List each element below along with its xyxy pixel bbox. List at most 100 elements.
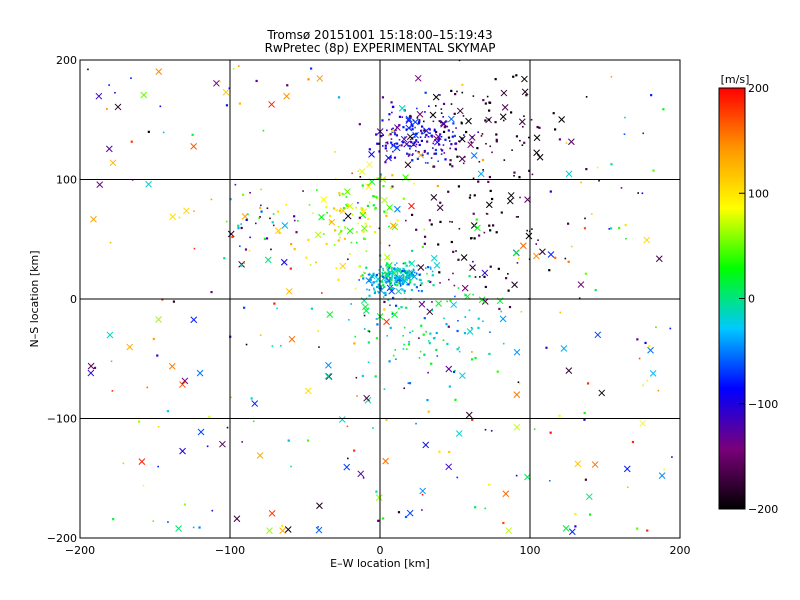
data-point	[385, 141, 387, 144]
data-point	[240, 264, 243, 267]
data-point	[400, 144, 403, 147]
data-point-cross	[155, 68, 163, 75]
data-point	[391, 185, 394, 188]
data-point	[458, 227, 461, 230]
data-point	[434, 105, 437, 107]
data-point	[390, 278, 393, 282]
data-point	[252, 420, 255, 423]
data-point-cross	[87, 362, 95, 370]
data-point	[474, 506, 477, 509]
data-point	[489, 331, 491, 334]
data-point	[513, 174, 515, 177]
data-point	[485, 142, 487, 145]
data-point	[421, 509, 423, 511]
data-point	[375, 337, 378, 340]
data-point	[405, 276, 407, 278]
data-point-cross	[197, 428, 205, 436]
data-point	[495, 140, 498, 143]
data-point	[392, 127, 394, 130]
data-point	[388, 266, 391, 269]
data-point	[578, 297, 581, 300]
data-point	[454, 398, 457, 401]
data-point	[407, 155, 410, 157]
data-point	[494, 78, 497, 81]
data-point	[392, 354, 395, 357]
data-point-cross	[499, 113, 507, 121]
data-point	[626, 486, 629, 489]
data-point	[623, 133, 626, 135]
data-point	[193, 210, 195, 212]
data-point	[438, 271, 441, 274]
data-point-cross	[470, 222, 478, 229]
data-point	[367, 361, 370, 364]
data-point-cross	[366, 161, 373, 168]
data-point	[418, 273, 421, 276]
y-tick-label: 0	[70, 293, 77, 306]
data-point	[362, 237, 366, 240]
data-point	[402, 262, 405, 265]
data-point	[469, 237, 473, 240]
data-point	[458, 140, 460, 142]
data-point	[584, 217, 586, 220]
data-point	[394, 280, 397, 283]
data-point	[245, 218, 248, 221]
data-point	[387, 271, 390, 274]
data-point	[293, 219, 296, 222]
data-point	[421, 245, 424, 249]
data-point	[386, 129, 388, 132]
data-point	[492, 224, 495, 227]
data-point	[451, 221, 453, 223]
data-point	[411, 249, 414, 252]
data-point	[362, 271, 365, 274]
data-point	[395, 281, 398, 284]
data-point	[655, 326, 657, 329]
data-point-cross	[283, 92, 290, 100]
data-point	[198, 526, 201, 529]
data-point	[413, 283, 416, 286]
data-point	[431, 270, 434, 273]
data-point	[424, 129, 427, 132]
data-point	[244, 248, 248, 251]
data-point-cross	[357, 470, 365, 478]
data-point	[515, 74, 518, 77]
data-point-cross	[175, 525, 182, 532]
data-point	[513, 171, 516, 174]
data-point-cross	[275, 227, 282, 235]
data-point	[387, 134, 390, 137]
data-point	[240, 223, 242, 225]
data-point	[434, 152, 438, 155]
data-point	[394, 349, 397, 351]
data-point	[465, 130, 468, 134]
data-point-cross	[383, 253, 391, 261]
data-point-cross	[547, 251, 555, 258]
data-point	[433, 165, 436, 168]
data-point	[427, 266, 430, 269]
data-point	[403, 292, 406, 294]
data-point	[427, 279, 430, 283]
data-point	[280, 524, 284, 527]
data-point-cross	[90, 215, 97, 223]
data-point	[385, 418, 388, 421]
data-point	[384, 291, 387, 294]
data-point	[162, 131, 165, 134]
data-point	[210, 198, 213, 201]
data-point	[446, 125, 449, 128]
data-point	[381, 271, 384, 274]
data-point	[428, 342, 431, 345]
data-point	[418, 278, 421, 281]
data-point	[468, 309, 471, 312]
data-point	[487, 180, 490, 184]
data-point	[448, 140, 451, 142]
data-point	[432, 120, 435, 123]
data-point	[375, 133, 378, 136]
data-point	[208, 415, 211, 418]
data-point	[243, 262, 245, 264]
data-point	[87, 68, 89, 71]
data-point	[368, 294, 371, 297]
data-point-cross	[502, 490, 510, 498]
data-point-cross	[594, 331, 602, 339]
data-point	[420, 139, 424, 143]
data-point	[425, 330, 428, 333]
data-point	[326, 211, 328, 214]
data-point	[584, 272, 587, 275]
